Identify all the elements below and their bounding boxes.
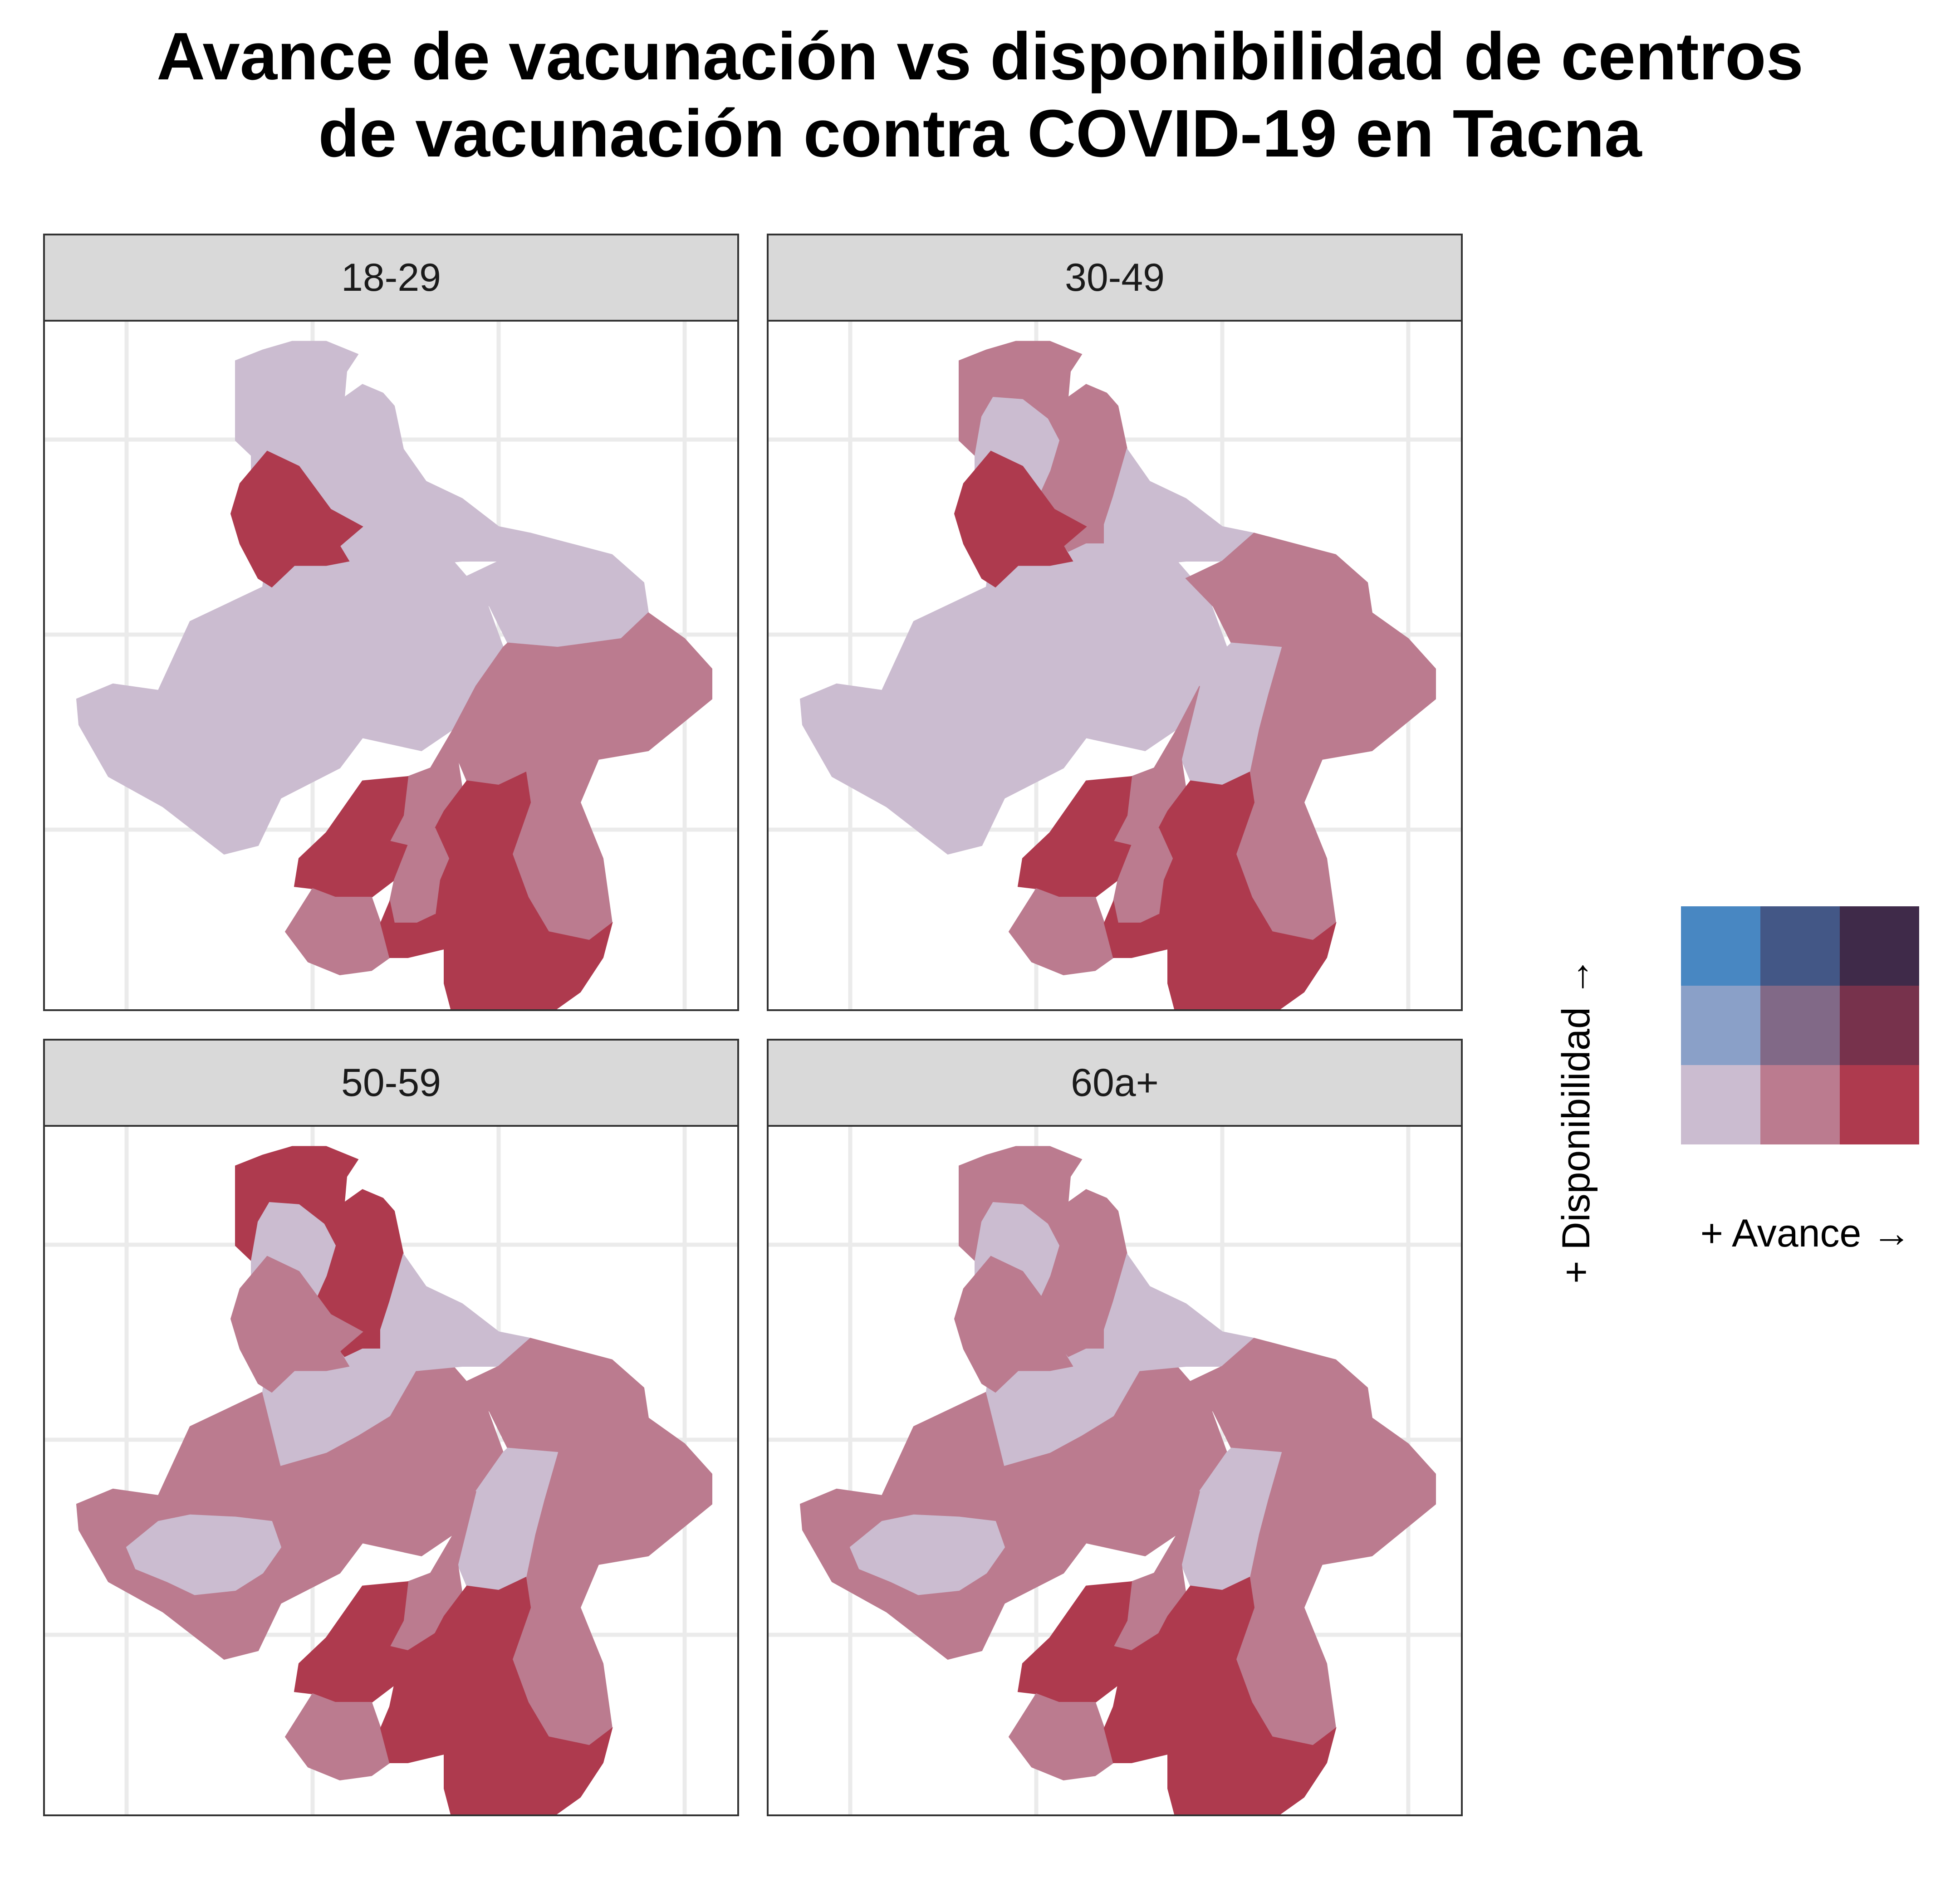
district-layer <box>799 341 1436 1009</box>
facet-panel-18-29: 18-29 <box>43 234 739 1011</box>
facet-strip: 60a+ <box>767 1039 1463 1128</box>
legend-cell-c33 <box>1840 906 1919 986</box>
district-palca <box>1167 853 1337 1009</box>
district-palca <box>444 853 613 1009</box>
legend-x-axis-label: + Avance → <box>1642 1211 1960 1256</box>
district-tacna <box>284 888 391 975</box>
legend-cell-c13 <box>1681 906 1760 986</box>
district-huanuara <box>1104 448 1255 566</box>
map-area <box>767 320 1463 1011</box>
district-locumba <box>230 1256 363 1393</box>
legend-y-axis-label: + Disponibilidad → <box>1549 916 1603 1325</box>
district-ite <box>126 1514 282 1595</box>
map-area <box>43 1125 739 1816</box>
district-tacna <box>284 1693 391 1780</box>
district-ite <box>126 709 282 790</box>
map-area <box>43 320 739 1011</box>
choropleth-map <box>769 322 1461 1009</box>
facet-label: 60a+ <box>1071 1061 1159 1105</box>
legend-cell-c12 <box>1681 986 1760 1065</box>
district-huanuara <box>380 448 532 566</box>
district-palca <box>1167 1658 1337 1814</box>
district-palca <box>444 1658 613 1814</box>
choropleth-map <box>45 322 737 1009</box>
district-locumba <box>954 1256 1087 1393</box>
bivariate-legend <box>1681 906 1919 1144</box>
legend-cell-c21 <box>1760 1065 1840 1144</box>
district-huanuara <box>380 1253 532 1371</box>
district-tacna <box>1008 888 1114 975</box>
facet-strip: 50-59 <box>43 1039 739 1128</box>
facet-panel-30-49: 30-49 <box>767 234 1463 1011</box>
district-layer <box>76 341 712 1009</box>
district-tacna <box>1008 1693 1114 1780</box>
facet-strip: 30-49 <box>767 234 1463 323</box>
district-locumba <box>954 450 1087 588</box>
choropleth-map <box>45 1127 737 1814</box>
legend-y-text: + Disponibilidad → <box>1554 957 1598 1284</box>
facet-panel-60a: 60a+ <box>767 1039 1463 1816</box>
legend-cell-c11 <box>1681 1065 1760 1144</box>
facet-strip: 18-29 <box>43 234 739 323</box>
district-ite <box>849 709 1005 790</box>
choropleth-map <box>769 1127 1461 1814</box>
facet-label: 30-49 <box>1065 255 1165 299</box>
legend-cell-c22 <box>1760 986 1840 1065</box>
legend-cell-c31 <box>1840 1065 1919 1144</box>
chart-title: Avance de vacunación vs disponibilidad d… <box>0 18 1960 172</box>
district-ite <box>849 1514 1005 1595</box>
map-area <box>767 1125 1463 1816</box>
district-layer <box>799 1146 1436 1814</box>
legend-x-text: + Avance → <box>1700 1212 1911 1255</box>
legend-cell-c23 <box>1760 906 1840 986</box>
facet-panel-50-59: 50-59 <box>43 1039 739 1816</box>
facet-label: 50-59 <box>341 1061 441 1105</box>
district-locumba <box>230 450 363 588</box>
district-layer <box>76 1146 712 1814</box>
district-huanuara <box>1104 1253 1255 1371</box>
legend-cell-c32 <box>1840 986 1919 1065</box>
facet-label: 18-29 <box>341 255 441 299</box>
title-text: Avance de vacunación vs disponibilidad d… <box>157 19 1803 171</box>
